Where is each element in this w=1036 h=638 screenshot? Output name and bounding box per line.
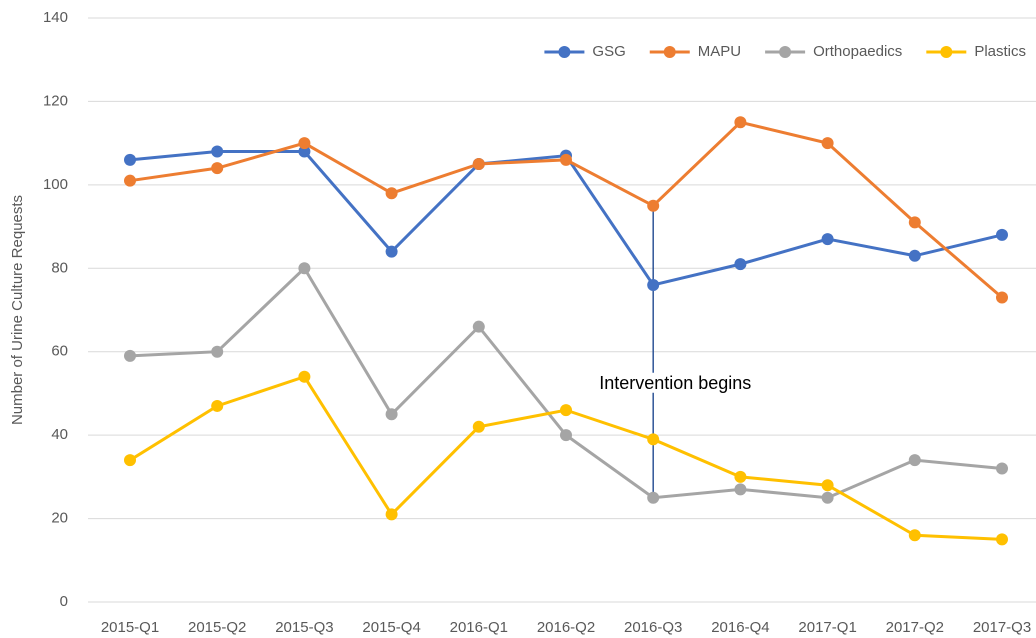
data-point (124, 153, 136, 166)
data-point (385, 408, 398, 421)
x-tick-label: 2017-Q3 (973, 619, 1031, 636)
data-point (734, 116, 747, 129)
annotation-background (597, 372, 754, 393)
data-point (211, 399, 224, 412)
x-tick-label: 2016-Q2 (537, 619, 595, 636)
data-point (298, 370, 311, 383)
y-tick-label: 80 (51, 259, 68, 276)
data-point (734, 258, 747, 271)
data-point (734, 483, 747, 496)
y-tick-label: 40 (51, 426, 68, 443)
x-tick-label: 2015-Q2 (188, 619, 246, 636)
series-line (129, 120, 1003, 299)
x-tick-label: 2017-Q1 (798, 619, 856, 636)
data-point (996, 533, 1008, 546)
data-point (385, 187, 398, 200)
y-tick-label: 100 (43, 176, 68, 193)
series-line (129, 374, 1003, 541)
y-tick-label: 120 (43, 92, 68, 109)
legend-marker (940, 46, 953, 58)
data-point (821, 137, 834, 150)
data-point (560, 153, 572, 166)
data-point (647, 278, 660, 291)
data-point (821, 233, 834, 246)
x-tick-label: 2017-Q2 (886, 619, 944, 636)
data-point (385, 508, 398, 521)
data-point (298, 145, 311, 158)
legend-label: MAPU (698, 43, 741, 60)
data-point (908, 249, 921, 262)
data-point (996, 228, 1008, 241)
annotation-text: Intervention begins (599, 373, 751, 393)
data-point (298, 137, 311, 150)
x-tick-label: 2015-Q4 (362, 619, 420, 636)
y-tick-label: 0 (60, 593, 68, 610)
data-point (996, 291, 1008, 304)
y-tick-label: 140 (43, 9, 68, 26)
data-point (908, 529, 921, 542)
data-point (821, 479, 834, 492)
series-line (129, 149, 1003, 287)
data-point (124, 349, 136, 362)
data-point (647, 491, 660, 504)
x-tick-label: 2016-Q3 (624, 619, 682, 636)
y-tick-label: 60 (51, 343, 68, 360)
x-tick-label: 2015-Q3 (275, 619, 333, 636)
series-line (129, 265, 1003, 500)
data-point (472, 420, 485, 433)
legend-label: Plastics (974, 43, 1026, 60)
data-point (996, 462, 1008, 475)
legend-label: GSG (592, 43, 625, 60)
legend-marker (558, 46, 571, 58)
data-point (124, 174, 136, 187)
legend-label: Orthopaedics (813, 43, 902, 60)
data-point (908, 216, 921, 229)
data-point (560, 404, 572, 417)
data-point (647, 433, 660, 446)
data-point (385, 245, 398, 258)
y-axis-label: Number of Urine Culture Requests (9, 195, 26, 425)
data-point (298, 262, 311, 275)
data-point (124, 454, 136, 467)
data-point (472, 320, 485, 333)
x-tick-label: 2016-Q4 (711, 619, 769, 636)
data-point (908, 454, 921, 467)
data-point (734, 470, 747, 483)
data-point (647, 199, 660, 212)
data-point (821, 491, 834, 504)
x-tick-label: 2015-Q1 (101, 619, 159, 636)
legend-marker (663, 46, 676, 58)
data-point (211, 345, 224, 358)
x-tick-label: 2016-Q1 (450, 619, 508, 636)
data-point (472, 158, 485, 170)
data-point (560, 429, 572, 442)
y-tick-label: 20 (51, 510, 68, 527)
legend-marker (779, 46, 792, 58)
data-point (211, 145, 224, 158)
data-point (211, 162, 224, 175)
